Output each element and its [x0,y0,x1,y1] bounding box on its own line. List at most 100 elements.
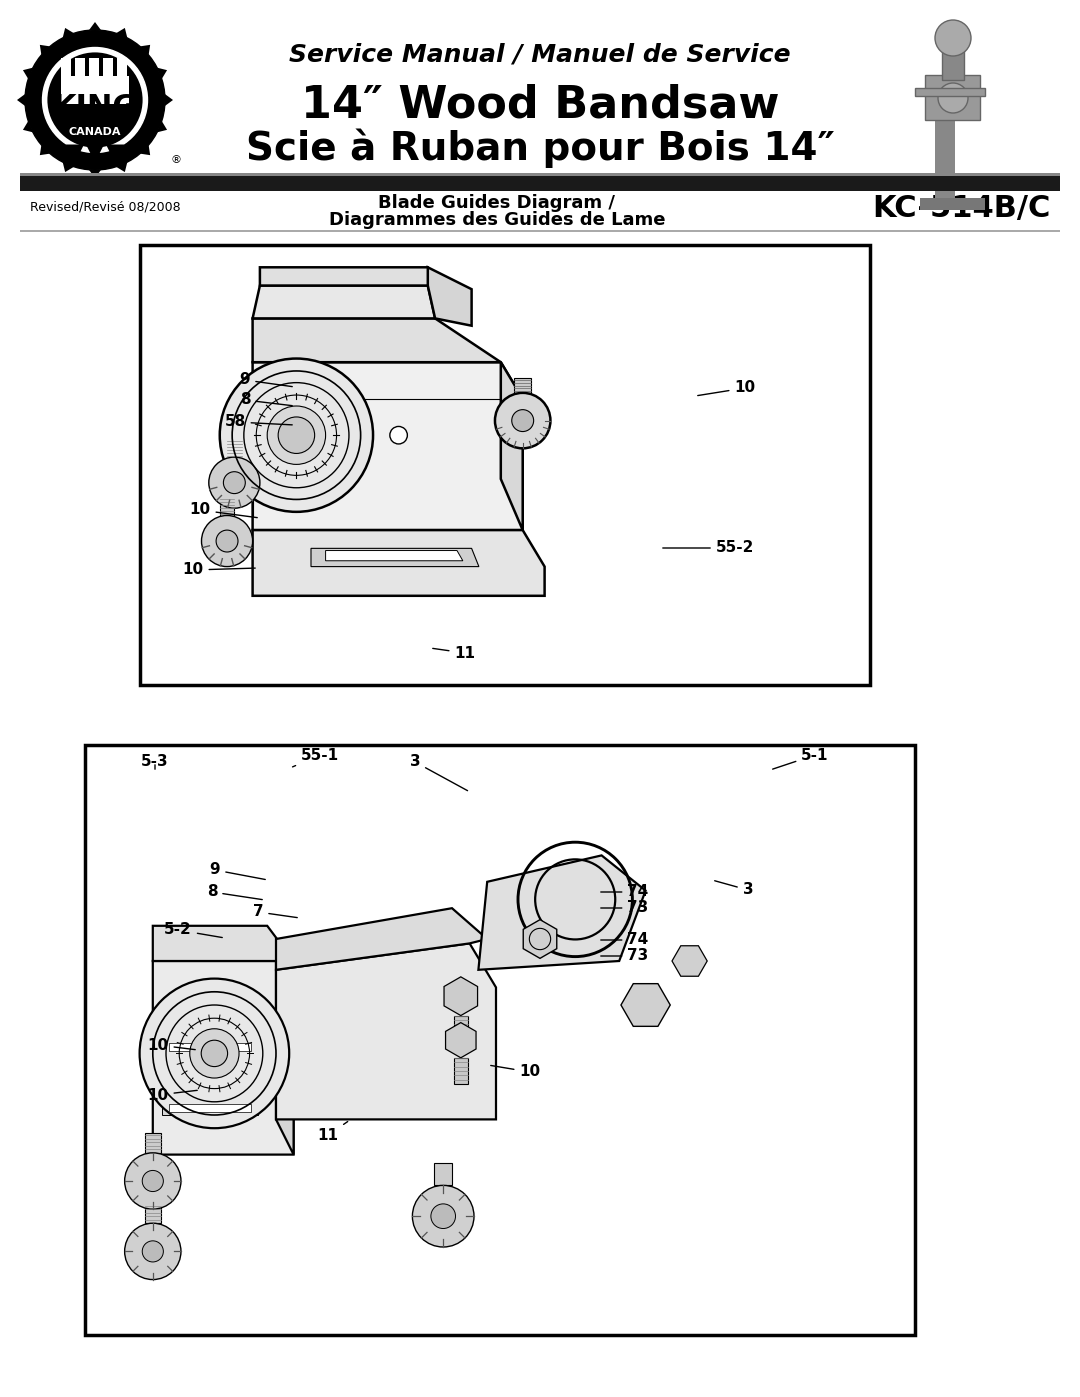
Text: 14″ Wood Bandsaw: 14″ Wood Bandsaw [300,84,780,127]
Bar [162,1102,258,1115]
Circle shape [512,409,534,432]
Circle shape [42,47,148,152]
Polygon shape [253,362,523,529]
Bar [920,198,985,210]
Bar [85,745,915,1336]
Bar [935,110,955,205]
Bar [89,57,99,75]
Circle shape [143,1241,163,1261]
Polygon shape [116,162,127,172]
Polygon shape [260,267,435,285]
Text: KC-514B/C: KC-514B/C [872,194,1051,222]
Bar [454,1058,468,1084]
Text: 11: 11 [318,1122,348,1143]
Circle shape [48,53,143,148]
Bar [21,173,1059,176]
Text: 10: 10 [148,1087,198,1102]
Polygon shape [276,943,496,1119]
Polygon shape [116,28,127,38]
Polygon shape [63,28,73,38]
Polygon shape [152,961,294,1154]
Text: 73: 73 [600,949,649,964]
Text: 5-2: 5-2 [164,922,222,937]
Bar [434,1164,453,1186]
Bar [454,1016,468,1042]
Text: 74: 74 [600,884,649,900]
Polygon shape [523,919,557,958]
Circle shape [431,1204,456,1228]
Polygon shape [140,145,150,155]
Circle shape [124,1224,181,1280]
Polygon shape [86,144,104,162]
Text: 10: 10 [183,563,255,577]
Bar [117,57,127,75]
Text: 55-2: 55-2 [663,541,754,556]
Bar [514,379,531,393]
Bar [168,1105,252,1112]
Circle shape [267,407,325,464]
Text: 11: 11 [433,645,475,661]
Polygon shape [140,45,150,54]
Polygon shape [40,145,50,155]
Text: 8: 8 [240,393,293,408]
Text: KING: KING [52,94,137,123]
Text: ®: ® [170,155,181,165]
Circle shape [201,1041,228,1066]
Polygon shape [253,529,544,595]
Bar [140,244,870,685]
Text: Scie à Ruban pour Bois 14″: Scie à Ruban pour Bois 14″ [245,129,835,168]
Circle shape [216,529,238,552]
Polygon shape [17,94,25,106]
Circle shape [143,1171,163,1192]
Polygon shape [253,285,435,319]
Text: Service Manual / Manuel de Service: Service Manual / Manuel de Service [289,43,791,67]
Polygon shape [478,855,646,970]
Circle shape [390,426,407,444]
Circle shape [224,472,245,493]
Text: Revised/Revisé 08/2008: Revised/Revisé 08/2008 [30,201,180,214]
Circle shape [25,29,165,170]
Circle shape [190,1028,239,1078]
Polygon shape [428,267,472,326]
Circle shape [219,359,373,511]
Polygon shape [89,22,102,31]
Text: CANADA: CANADA [69,127,121,137]
Polygon shape [501,362,523,529]
Circle shape [413,1186,474,1248]
Bar [145,1133,161,1153]
Polygon shape [23,122,32,133]
Text: 5-1: 5-1 [772,747,828,770]
Polygon shape [621,983,671,1027]
Circle shape [124,1153,181,1210]
Polygon shape [63,162,73,172]
Polygon shape [276,961,294,1154]
Polygon shape [66,144,84,162]
Text: 5-3: 5-3 [141,754,168,770]
Text: Blade Guides Diagram /: Blade Guides Diagram / [378,194,616,212]
Circle shape [208,457,260,509]
Bar [924,75,980,120]
Bar [60,75,129,103]
Text: Diagrammes des Guides de Lame: Diagrammes des Guides de Lame [328,211,665,229]
Text: 9: 9 [240,373,293,387]
Polygon shape [89,169,102,177]
Text: 10: 10 [490,1065,541,1080]
Bar [21,231,1059,232]
Polygon shape [157,67,167,80]
Circle shape [939,82,968,113]
Polygon shape [40,45,50,54]
Polygon shape [253,319,501,362]
Bar [60,57,71,75]
Text: 10: 10 [148,1038,195,1052]
Text: 3: 3 [715,880,754,897]
Circle shape [202,515,253,567]
Text: 10: 10 [698,380,756,395]
Text: 7: 7 [253,904,297,919]
Bar [219,497,234,515]
Bar [103,57,113,75]
Polygon shape [152,926,294,961]
Circle shape [495,393,551,448]
Text: 3: 3 [409,754,468,791]
Bar [942,25,964,80]
Polygon shape [106,144,124,162]
